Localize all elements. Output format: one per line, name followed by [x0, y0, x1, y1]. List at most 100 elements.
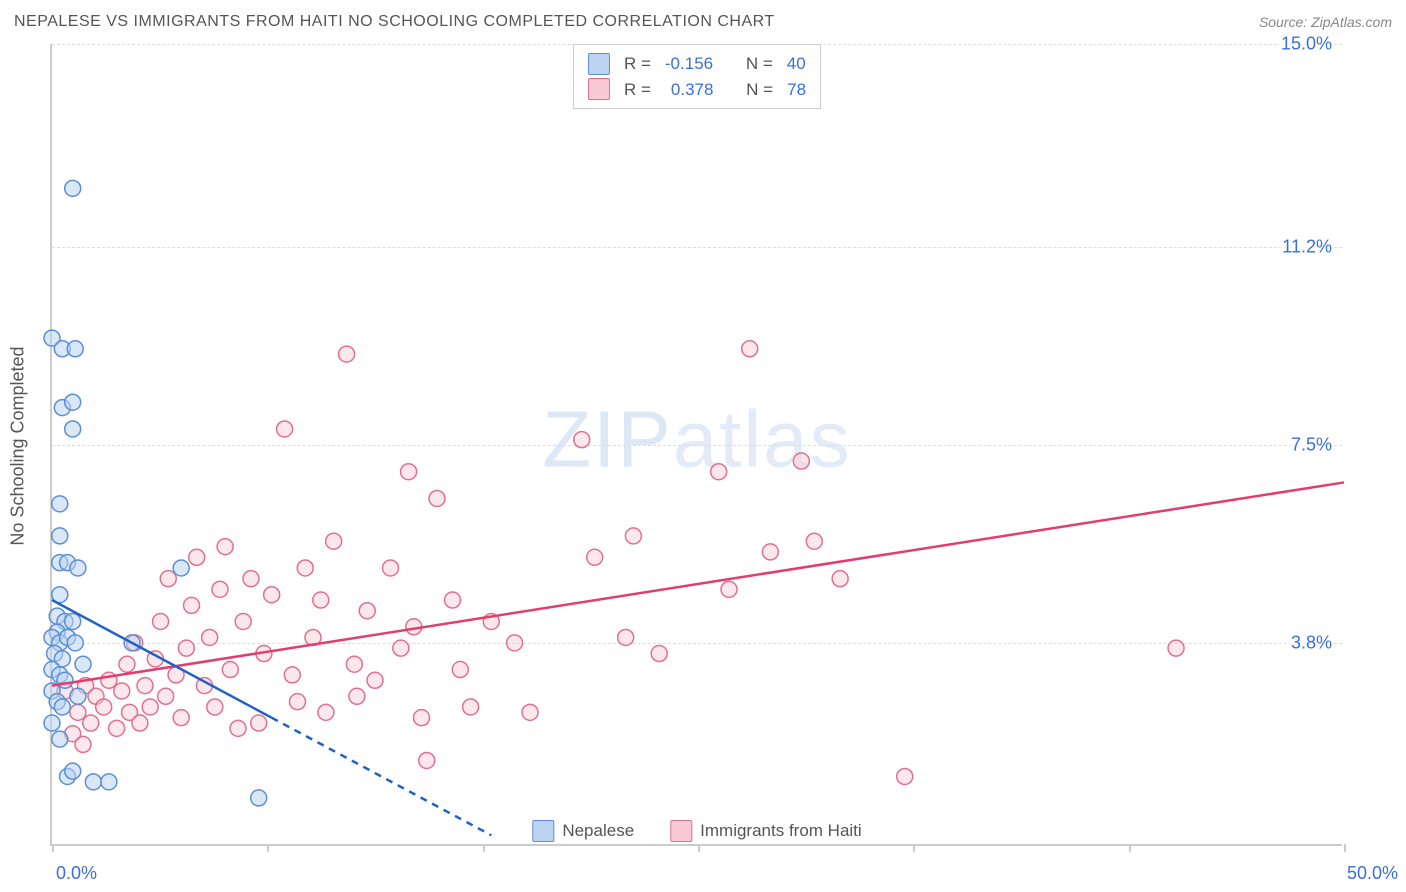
data-point	[230, 720, 246, 736]
data-point	[160, 571, 176, 587]
data-point	[44, 715, 60, 731]
data-point	[52, 731, 68, 747]
data-point	[711, 464, 727, 480]
data-point	[522, 704, 538, 720]
data-point	[806, 533, 822, 549]
data-point	[264, 587, 280, 603]
data-point	[67, 635, 83, 651]
data-point	[189, 549, 205, 565]
data-point	[70, 704, 86, 720]
data-point	[251, 715, 267, 731]
data-point	[251, 790, 267, 806]
scatter-svg	[52, 44, 1342, 844]
data-point	[67, 341, 83, 357]
data-point	[587, 549, 603, 565]
r-label: R =	[624, 77, 651, 103]
data-point	[101, 774, 117, 790]
data-point	[289, 694, 305, 710]
data-point	[158, 688, 174, 704]
data-point	[393, 640, 409, 656]
data-point	[762, 544, 778, 560]
data-point	[297, 560, 313, 576]
source-attribution: Source: ZipAtlas.com	[1259, 14, 1392, 30]
data-point	[207, 699, 223, 715]
data-point	[429, 490, 445, 506]
data-point	[109, 720, 125, 736]
data-point	[70, 688, 86, 704]
data-point	[507, 635, 523, 651]
r-value-pink: 0.378	[665, 77, 714, 103]
data-point	[202, 629, 218, 645]
x-tick	[698, 844, 700, 852]
legend-item-pink: Immigrants from Haiti	[670, 820, 862, 842]
chart-title: NEPALESE VS IMMIGRANTS FROM HAITI NO SCH…	[14, 13, 775, 31]
data-point	[284, 667, 300, 683]
data-point	[651, 646, 667, 662]
data-point	[897, 768, 913, 784]
data-point	[277, 421, 293, 437]
data-point	[85, 774, 101, 790]
data-point	[52, 496, 68, 512]
x-tick	[483, 844, 485, 852]
correlation-row-blue: R = -0.156 N = 40	[588, 51, 806, 77]
data-point	[367, 672, 383, 688]
data-point	[54, 699, 70, 715]
swatch-pink	[670, 820, 692, 842]
data-point	[70, 560, 86, 576]
data-point	[178, 640, 194, 656]
data-point	[142, 699, 158, 715]
data-point	[65, 394, 81, 410]
data-point	[114, 683, 130, 699]
x-min-label: 0.0%	[56, 863, 97, 884]
data-point	[217, 539, 233, 555]
data-point	[574, 432, 590, 448]
data-point	[419, 752, 435, 768]
data-point	[318, 704, 334, 720]
n-value-pink: 78	[787, 77, 806, 103]
data-point	[184, 597, 200, 613]
data-point	[65, 180, 81, 196]
data-point	[212, 581, 228, 597]
legend-label-blue: Nepalese	[562, 821, 634, 841]
correlation-row-pink: R = 0.378 N = 78	[588, 77, 806, 103]
x-tick	[1344, 844, 1346, 852]
data-point	[383, 560, 399, 576]
legend-item-blue: Nepalese	[532, 820, 634, 842]
data-point	[65, 763, 81, 779]
n-label: N =	[746, 51, 773, 77]
data-point	[326, 533, 342, 549]
data-point	[359, 603, 375, 619]
data-point	[65, 613, 81, 629]
x-tick	[267, 844, 269, 852]
correlation-legend: R = -0.156 N = 40 R = 0.378 N = 78	[573, 44, 821, 109]
data-point	[414, 710, 430, 726]
series-legend: Nepalese Immigrants from Haiti	[526, 818, 867, 844]
x-tick	[1129, 844, 1131, 852]
data-point	[57, 672, 73, 688]
x-tick	[52, 844, 54, 852]
data-point	[119, 656, 135, 672]
data-point	[313, 592, 329, 608]
data-point	[137, 678, 153, 694]
data-point	[75, 656, 91, 672]
data-point	[625, 528, 641, 544]
data-point	[235, 613, 251, 629]
data-point	[401, 464, 417, 480]
data-point	[153, 613, 169, 629]
data-point	[132, 715, 148, 731]
data-point	[463, 699, 479, 715]
swatch-blue	[588, 53, 610, 75]
r-label: R =	[624, 51, 651, 77]
data-point	[173, 560, 189, 576]
data-point	[452, 662, 468, 678]
y-axis-title: No Schooling Completed	[8, 346, 29, 545]
data-point	[83, 715, 99, 731]
x-tick	[913, 844, 915, 852]
data-point	[349, 688, 365, 704]
data-point	[75, 736, 91, 752]
data-point	[793, 453, 809, 469]
data-point	[721, 581, 737, 597]
data-point	[173, 710, 189, 726]
data-point	[96, 699, 112, 715]
data-point	[346, 656, 362, 672]
